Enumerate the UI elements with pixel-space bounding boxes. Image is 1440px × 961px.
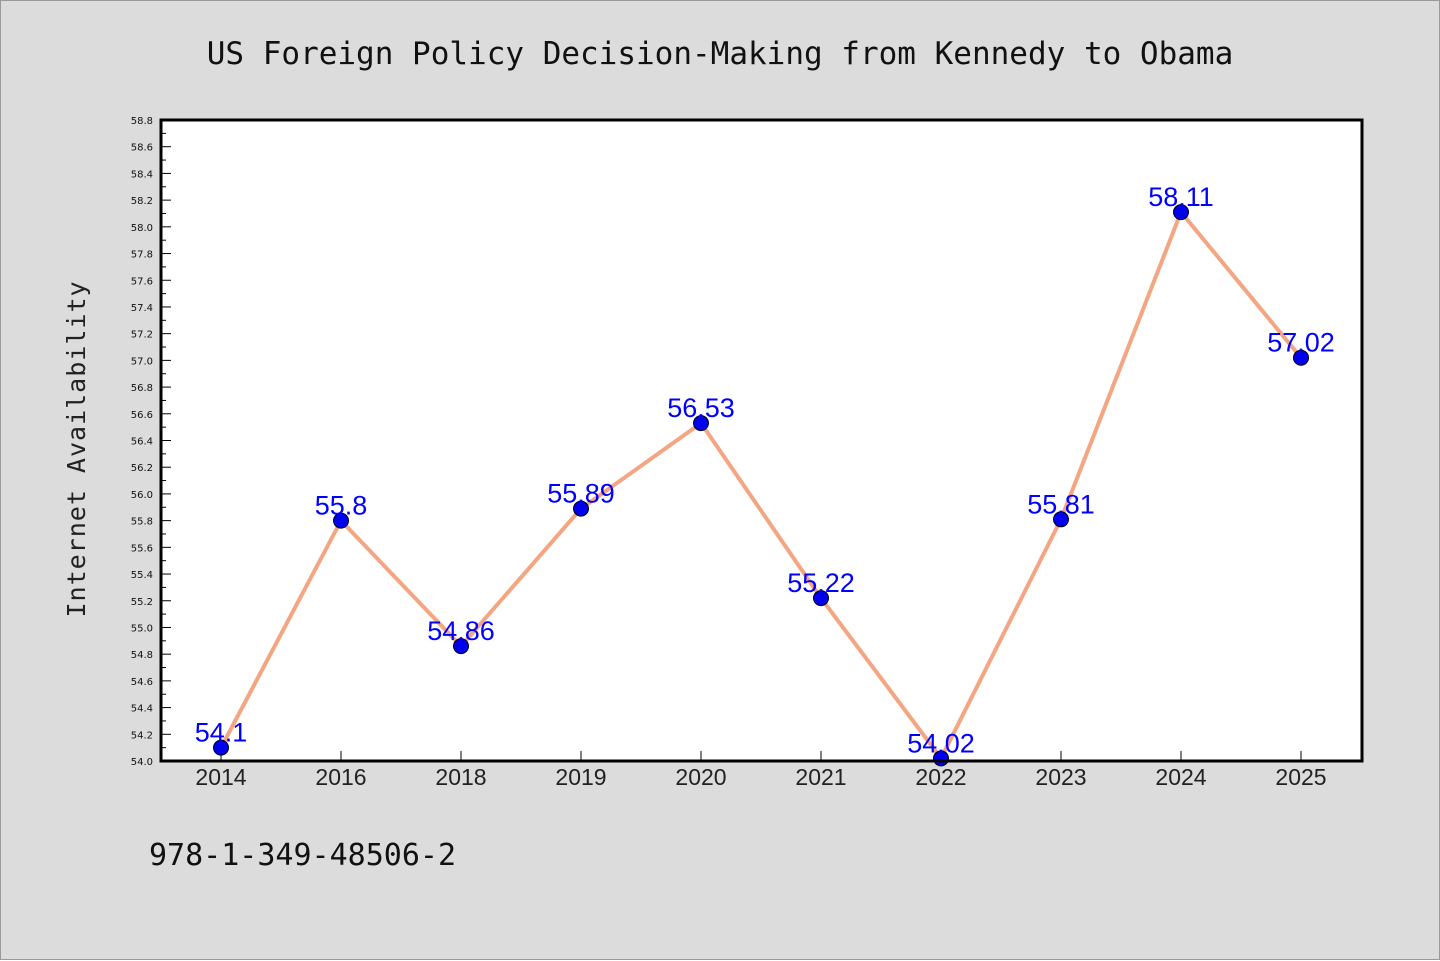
isbn-text: 978-1-349-48506-2	[149, 838, 456, 873]
y-tick-label: 58.8	[131, 116, 153, 127]
chart-title: US Foreign Policy Decision-Making from K…	[207, 36, 1234, 72]
y-tick-label: 55.6	[131, 543, 153, 554]
y-tick-label: 54.8	[131, 650, 153, 661]
y-tick-label: 56.4	[131, 437, 153, 448]
data-point	[213, 739, 229, 756]
y-tick-label: 55.4	[131, 570, 153, 581]
x-tick-label: 2019	[555, 764, 606, 790]
x-ticks: 2014 2016 2018 2019 2020 2021 2022 2023 2024 2025	[195, 751, 1327, 790]
data-point	[1173, 204, 1189, 221]
value-labels-group: 54.1 55.8 54.86 55.89 56.53 55.22 54.02 55.81 58…	[195, 182, 1335, 758]
data-point	[573, 500, 589, 517]
y-tick-label: 58.0	[131, 223, 153, 234]
y-tick-label: 56.8	[131, 383, 153, 394]
y-tick-label: 58.6	[131, 143, 153, 154]
y-tick-label: 54.0	[131, 757, 153, 768]
x-tick-label: 2016	[315, 764, 366, 790]
data-label: 55.81	[1027, 489, 1095, 519]
series-line-group	[219, 210, 1303, 761]
data-label: 54.1	[195, 718, 248, 748]
data-point	[453, 638, 469, 655]
y-tick-label: 54.4	[131, 704, 153, 715]
data-point	[693, 415, 709, 432]
y-tick-label: 58.4	[131, 169, 153, 180]
y-tick-label: 55.0	[131, 623, 153, 634]
data-point	[333, 512, 349, 529]
data-label: 57.02	[1267, 328, 1335, 358]
x-tick-label: 2014	[195, 764, 246, 790]
data-point	[1293, 349, 1309, 366]
y-tick-label: 54.6	[131, 677, 153, 688]
y-tick-label: 55.2	[131, 597, 153, 608]
y-tick-label: 56.6	[131, 410, 153, 421]
x-tick-label: 2023	[1035, 764, 1086, 790]
x-tick-label: 2020	[675, 764, 726, 790]
y-tick-label: 57.2	[131, 330, 153, 341]
data-label: 56.53	[667, 393, 735, 423]
y-major-ticks: 54.0 54.2 54.4 54.6 54.8 55.0 55.2 55.4 55.6 55.8…	[131, 116, 171, 768]
y-axis-label: Internet Availability	[62, 280, 91, 617]
y-tick-label: 56.0	[131, 490, 153, 501]
series-points-group	[213, 204, 1309, 767]
data-label: 54.86	[427, 616, 495, 646]
data-label: 54.02	[907, 728, 975, 758]
y-tick-label: 57.4	[131, 303, 153, 314]
y-tick-label: 57.6	[131, 276, 153, 287]
y-tick-label: 56.2	[131, 463, 153, 474]
plot-frame	[159, 118, 1364, 763]
y-tick-label: 57.0	[131, 356, 153, 367]
x-tick-label: 2022	[915, 764, 966, 790]
data-point	[813, 590, 829, 607]
data-label: 55.8	[315, 491, 368, 521]
y-tick-label: 57.8	[131, 250, 153, 261]
data-label: 58.11	[1148, 182, 1214, 212]
data-label: 55.22	[787, 568, 855, 598]
y-tick-label: 54.2	[131, 730, 153, 741]
plot-area	[161, 120, 1362, 761]
x-tick-label: 2018	[435, 764, 486, 790]
y-tick-label: 55.8	[131, 517, 153, 528]
x-tick-label: 2021	[795, 764, 846, 790]
series-line	[219, 210, 1303, 761]
data-label: 55.89	[547, 479, 615, 509]
x-tick-label: 2025	[1275, 764, 1326, 790]
x-tick-label: 2024	[1155, 764, 1206, 790]
y-tick-label: 58.2	[131, 196, 153, 207]
data-point	[1053, 511, 1069, 528]
